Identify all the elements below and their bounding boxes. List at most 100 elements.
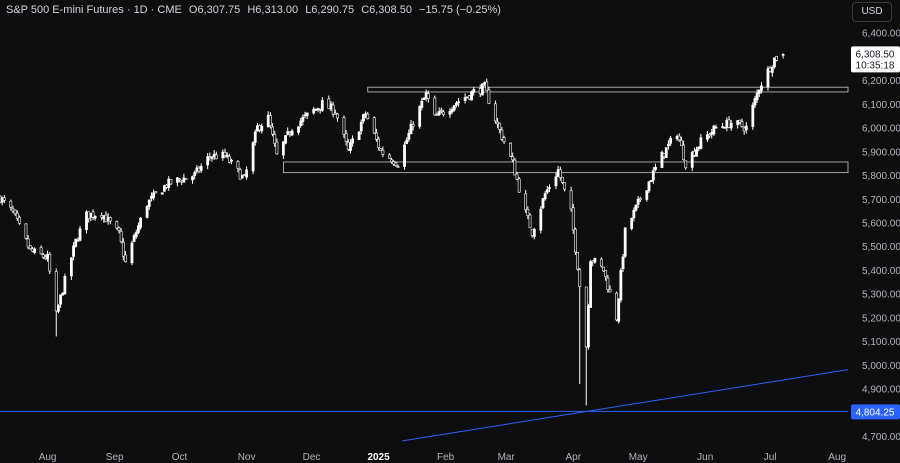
candle-body <box>677 135 681 141</box>
candle-body <box>290 130 294 136</box>
candle-body <box>513 159 517 176</box>
candle-body <box>606 277 610 291</box>
x-tick-label: Jul <box>764 452 777 463</box>
y-tick-label: 6,100.00 <box>862 100 900 111</box>
candle-body <box>85 211 88 230</box>
candle-body <box>387 154 391 159</box>
candle-body <box>284 135 287 144</box>
candle-body <box>121 241 125 257</box>
candle-body <box>645 190 649 200</box>
candle-body <box>260 125 264 132</box>
candle-body <box>33 248 37 254</box>
candle-body <box>147 199 151 207</box>
y-tick-label: 5,100.00 <box>862 337 900 348</box>
hline-price-label: 4,804.25 <box>856 407 895 418</box>
candle-body <box>63 276 67 295</box>
candle-body <box>182 177 186 183</box>
candle-body <box>301 116 305 122</box>
candle-body <box>299 120 303 126</box>
candle-body <box>54 271 58 312</box>
currency-button[interactable]: USD <box>852 2 892 22</box>
candle-body <box>684 160 688 169</box>
candle-body <box>333 112 337 115</box>
candle-body <box>9 200 13 208</box>
candle-body <box>463 97 467 102</box>
candle-body <box>602 266 605 272</box>
resistance-zone <box>367 86 849 93</box>
candle-body <box>137 225 140 233</box>
candle-body <box>690 152 694 168</box>
candle-body <box>418 106 422 127</box>
y-tick-label: 6,400.00 <box>862 29 900 40</box>
x-tick-label: Feb <box>437 452 455 463</box>
candle-body <box>708 134 711 137</box>
candle-body <box>18 216 21 224</box>
candle-body <box>485 81 489 91</box>
candle-body <box>117 227 121 231</box>
candle-body <box>223 151 227 157</box>
candle-body <box>251 142 255 172</box>
candle-body <box>766 68 770 88</box>
candle-body <box>305 112 309 117</box>
candle-body <box>48 253 52 272</box>
candle-body <box>108 217 112 222</box>
y-tick-label: 6,000.00 <box>862 124 900 135</box>
y-tick-label: 4,700.00 <box>862 432 900 443</box>
hline-price-box <box>851 404 900 420</box>
candle-body <box>409 123 413 135</box>
candle-body <box>320 100 324 111</box>
candle-body <box>351 138 355 144</box>
ohlc-close: C6,308.50 <box>361 4 412 16</box>
candle-body <box>178 178 181 181</box>
candle-body <box>184 178 188 180</box>
candle-body <box>760 85 763 91</box>
candle-body <box>541 198 545 209</box>
candle-body <box>297 126 300 133</box>
candle-body <box>245 169 249 178</box>
candle-body <box>669 137 673 144</box>
candle-body <box>331 104 335 115</box>
candle-body <box>589 261 592 308</box>
candle-body <box>435 114 439 116</box>
candle-body <box>452 105 456 111</box>
x-tick-label: Jun <box>697 452 713 463</box>
candle-body <box>448 110 452 115</box>
candle-body <box>273 134 277 144</box>
candle-body <box>524 193 528 211</box>
candle-body <box>193 172 197 176</box>
candle-body <box>2 197 6 201</box>
candle-body <box>500 129 504 140</box>
y-tick-label: 4,900.00 <box>862 385 900 396</box>
candle-body <box>375 132 378 140</box>
candle-body <box>558 169 562 178</box>
candle-body <box>699 137 703 149</box>
candle-body <box>13 209 17 215</box>
candle-body <box>91 211 95 218</box>
candle-body <box>227 155 231 163</box>
x-tick-label: Dec <box>303 452 321 463</box>
x-tick-label: Oct <box>172 452 188 463</box>
candle-body <box>312 108 316 114</box>
candle-body <box>41 254 45 258</box>
current-price-label: 6,308.50 <box>856 49 895 60</box>
x-tick-label: 2025 <box>367 452 390 463</box>
candle-body <box>281 141 285 156</box>
candle-body <box>15 212 19 219</box>
candle-body <box>654 166 657 171</box>
ohlc-open: O6,307.75 <box>188 4 241 16</box>
candle-body <box>593 258 597 263</box>
candle-body <box>511 156 515 161</box>
candle-body <box>680 140 683 146</box>
candle-body <box>599 258 603 267</box>
candle-body <box>152 192 155 199</box>
candle-body <box>28 245 32 250</box>
candle-body <box>751 104 755 127</box>
candle-body <box>119 230 123 242</box>
candle-body <box>569 190 573 210</box>
candle-body <box>554 176 558 187</box>
y-tick-label: 5,300.00 <box>862 290 900 301</box>
candle-body <box>405 139 409 144</box>
candle-body <box>366 113 370 119</box>
candle-body <box>377 138 380 148</box>
